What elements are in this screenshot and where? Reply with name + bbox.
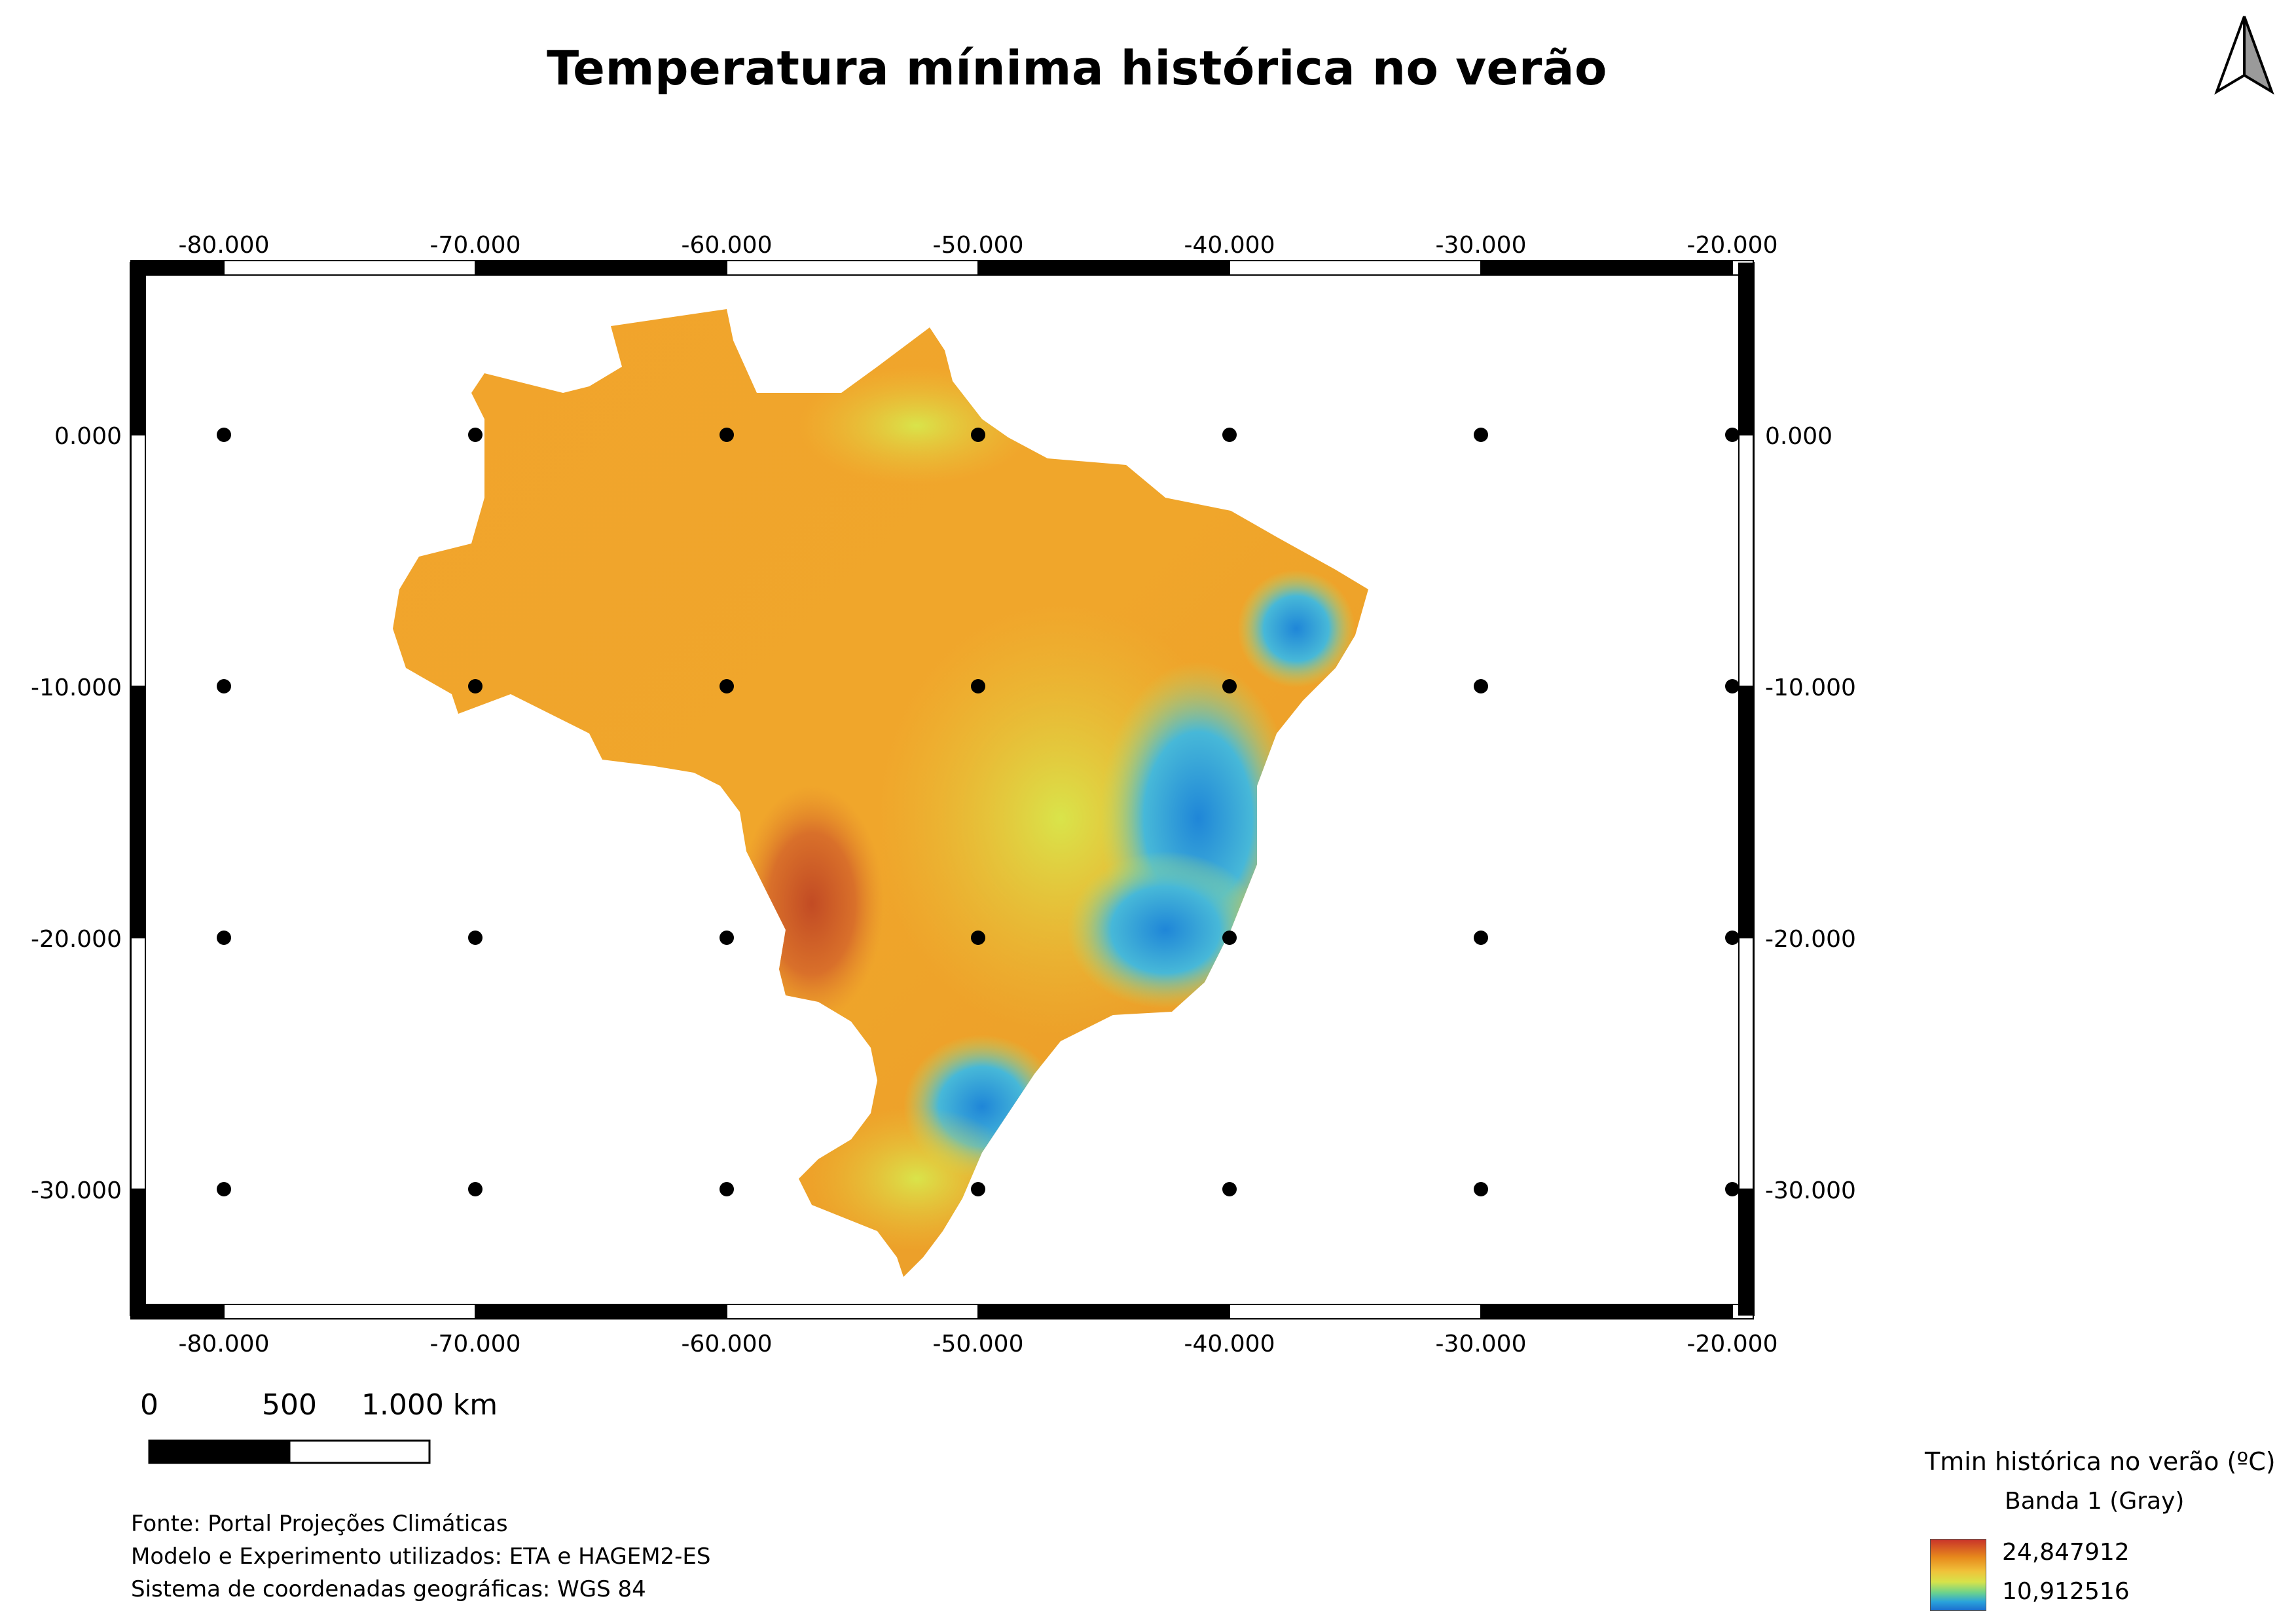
scale-label: 500 xyxy=(262,1388,317,1422)
legend-band: Banda 1 (Gray) xyxy=(2005,1488,2185,1515)
legend-min: 10,912516 xyxy=(2002,1578,2130,1605)
graticule-points xyxy=(217,428,1740,1196)
y-label-right: -30.000 xyxy=(1765,1177,1856,1204)
frame-border-bottom xyxy=(130,1304,1754,1320)
x-label-bottom: -50.000 xyxy=(933,1331,1024,1357)
color-ramp xyxy=(1930,1539,1986,1611)
x-label-top: -40.000 xyxy=(1184,232,1275,259)
x-label-bottom: -80.000 xyxy=(179,1331,270,1357)
x-label-top: -60.000 xyxy=(682,232,773,259)
x-labels-bottom: -80.000 -70.000 -60.000 -50.000 -40.000 … xyxy=(179,1331,1778,1357)
legend-title: Tmin histórica no verão (ºC) xyxy=(1925,1447,2276,1476)
frame-border-right xyxy=(1738,263,1754,1316)
x-label-top: -80.000 xyxy=(179,232,270,259)
x-label-bottom: -40.000 xyxy=(1184,1331,1275,1357)
y-label-right: -10.000 xyxy=(1765,674,1856,701)
x-label-top: -50.000 xyxy=(933,232,1024,259)
x-label-bottom: -30.000 xyxy=(1436,1331,1527,1357)
credits: Fonte: Portal Projeções Climáticas Model… xyxy=(131,1507,711,1606)
y-label-left: -30.000 xyxy=(31,1177,122,1204)
credit-model: Modelo e Experimento utilizados: ETA e H… xyxy=(131,1543,711,1570)
x-label-top: -20.000 xyxy=(1687,232,1778,259)
y-label-right: 0.000 xyxy=(1765,423,1832,450)
credit-crs: Sistema de coordenadas geográficas: WGS … xyxy=(131,1576,646,1602)
scale-label: 0 xyxy=(140,1388,158,1422)
y-label-left: -10.000 xyxy=(31,674,122,701)
y-labels-left: 0.000 -10.000 -20.000 -30.000 xyxy=(31,423,122,1204)
frame-border-top xyxy=(130,260,1754,276)
scale-bar: 0 500 1.000 km xyxy=(140,1388,498,1464)
north-arrow-icon xyxy=(2214,16,2274,95)
x-label-bottom: -70.000 xyxy=(430,1331,521,1357)
credit-source: Fonte: Portal Projeções Climáticas xyxy=(131,1511,508,1537)
x-label-bottom: -60.000 xyxy=(682,1331,773,1357)
legend-max: 24,847912 xyxy=(2002,1539,2130,1566)
x-label-top: -30.000 xyxy=(1436,232,1527,259)
map-title: Temperatura mínima histórica no verão xyxy=(547,41,1607,96)
y-label-left: 0.000 xyxy=(54,423,122,450)
scale-label: 1.000 km xyxy=(361,1388,498,1422)
y-label-left: -20.000 xyxy=(31,926,122,953)
y-labels-right: 0.000 -10.000 -20.000 -30.000 xyxy=(1765,423,1856,1204)
frame-border-left xyxy=(130,263,146,1316)
legend: Tmin histórica no verão (ºC) Banda 1 (Gr… xyxy=(1925,1447,2291,1611)
x-label-top: -70.000 xyxy=(430,232,521,259)
x-label-bottom: -20.000 xyxy=(1687,1331,1778,1357)
x-labels-top: -80.000 -70.000 -60.000 -50.000 -40.000 … xyxy=(179,232,1778,259)
y-label-right: -20.000 xyxy=(1765,926,1856,953)
